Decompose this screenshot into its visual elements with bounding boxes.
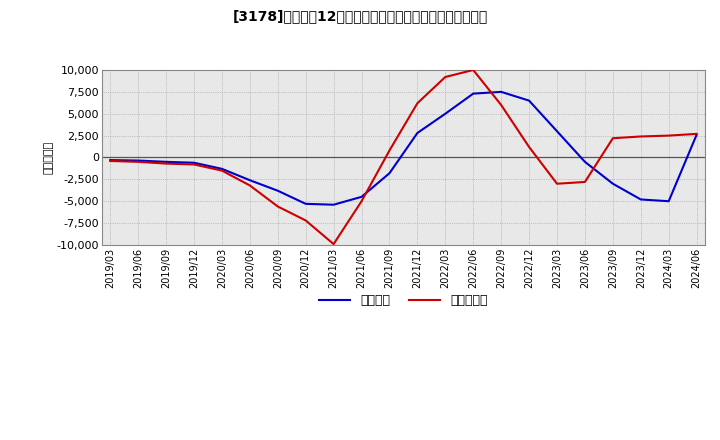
経常利益 bbox=[636, 197, 645, 202]
Line: 経常利益: 経常利益 bbox=[110, 92, 697, 205]
経常利益 bbox=[217, 166, 226, 172]
当期純利益 bbox=[525, 144, 534, 150]
当期純利益 bbox=[134, 159, 143, 165]
経常利益 bbox=[469, 91, 477, 96]
当期純利益 bbox=[357, 198, 366, 204]
経常利益 bbox=[497, 89, 505, 95]
当期純利益 bbox=[385, 148, 394, 153]
経常利益 bbox=[189, 160, 198, 165]
経常利益 bbox=[413, 130, 422, 136]
当期純利益 bbox=[162, 161, 171, 166]
Line: 当期純利益: 当期純利益 bbox=[110, 70, 697, 244]
経常利益 bbox=[302, 201, 310, 206]
経常利益 bbox=[665, 198, 673, 204]
経常利益 bbox=[441, 111, 449, 116]
経常利益 bbox=[329, 202, 338, 207]
経常利益 bbox=[274, 188, 282, 193]
当期純利益 bbox=[580, 180, 589, 185]
経常利益 bbox=[580, 159, 589, 165]
当期純利益 bbox=[636, 134, 645, 139]
当期純利益 bbox=[246, 183, 254, 188]
当期純利益 bbox=[413, 101, 422, 106]
当期純利益 bbox=[329, 242, 338, 247]
経常利益 bbox=[106, 158, 114, 163]
当期純利益 bbox=[106, 158, 114, 164]
当期純利益 bbox=[469, 67, 477, 73]
当期純利益 bbox=[665, 133, 673, 138]
経常利益 bbox=[553, 128, 562, 134]
当期純利益 bbox=[441, 74, 449, 80]
経常利益 bbox=[525, 98, 534, 103]
当期純利益 bbox=[553, 181, 562, 187]
当期純利益 bbox=[608, 136, 617, 141]
経常利益 bbox=[693, 132, 701, 137]
経常利益 bbox=[162, 159, 171, 165]
当期純利益 bbox=[497, 103, 505, 108]
当期純利益 bbox=[274, 204, 282, 209]
Text: [3178]　利益だ12か月移動合計の対前年同期増減額の推移: [3178] 利益だ12か月移動合計の対前年同期増減額の推移 bbox=[233, 9, 487, 23]
経常利益 bbox=[134, 158, 143, 163]
当期純利益 bbox=[693, 131, 701, 136]
Y-axis label: （百万円）: （百万円） bbox=[44, 141, 54, 174]
経常利益 bbox=[246, 178, 254, 183]
経常利益 bbox=[357, 194, 366, 199]
経常利益 bbox=[385, 171, 394, 176]
当期純利益 bbox=[217, 168, 226, 173]
当期純利益 bbox=[302, 218, 310, 223]
当期純利益 bbox=[189, 162, 198, 167]
Legend: 経常利益, 当期純利益: 経常利益, 当期純利益 bbox=[314, 289, 492, 312]
経常利益 bbox=[608, 181, 617, 187]
